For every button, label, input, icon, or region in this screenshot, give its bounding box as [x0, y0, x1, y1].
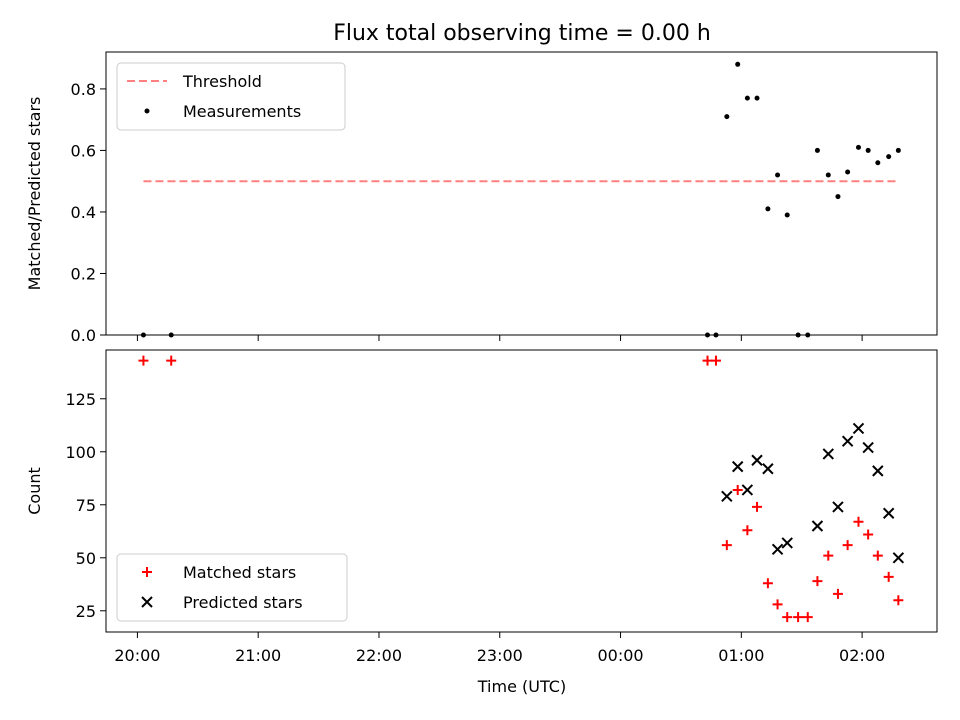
legend-swatch — [142, 567, 152, 577]
chart-title: Flux total observing time = 0.00 h — [333, 21, 711, 46]
y-tick-label: 25 — [76, 602, 96, 621]
legend-swatch — [144, 108, 150, 114]
data-point — [812, 576, 823, 587]
legend: Matched stars Predicted stars — [116, 553, 348, 622]
data-point — [814, 147, 820, 153]
data-point — [835, 194, 841, 200]
data-point — [852, 422, 865, 435]
legend: Threshold Measurements — [116, 62, 346, 131]
y-tick-label: 0.8 — [71, 80, 96, 99]
data-point — [793, 612, 804, 623]
y-axis-label: Matched/Predicted stars — [25, 97, 44, 291]
data-point — [845, 169, 851, 175]
data-point — [732, 484, 743, 495]
legend-box — [116, 553, 348, 622]
data-point — [883, 571, 894, 582]
data-point — [771, 543, 784, 556]
x-tick-label: 02:00 — [839, 646, 885, 665]
y-tick-label: 0.6 — [71, 141, 96, 160]
data-point — [822, 448, 835, 460]
data-point — [751, 454, 763, 466]
data-point — [781, 537, 793, 549]
y-tick-label: 125 — [65, 390, 96, 409]
x-tick-label: 22:00 — [356, 646, 402, 665]
data-point — [895, 147, 901, 153]
data-point — [886, 154, 892, 160]
data-point — [765, 206, 771, 212]
data-point — [702, 355, 713, 366]
data-point — [802, 612, 813, 623]
x-tick-label: 00:00 — [597, 646, 643, 665]
data-point — [882, 507, 895, 519]
data-point — [166, 355, 177, 366]
series-measurements — [140, 61, 901, 338]
data-point — [775, 172, 781, 178]
plot-frame — [105, 349, 938, 633]
data-point — [832, 501, 844, 513]
data-point — [744, 95, 750, 101]
series-predicted-stars — [721, 422, 905, 564]
x-axis-label: Time (UTC) — [477, 677, 566, 696]
data-point — [762, 463, 774, 475]
data-point — [862, 441, 874, 454]
x-tick-label: 21:00 — [235, 646, 281, 665]
data-point — [752, 501, 763, 512]
data-point — [772, 599, 783, 610]
x-tick-label: 01:00 — [718, 646, 764, 665]
data-point — [875, 160, 881, 166]
data-point — [872, 550, 883, 561]
data-point — [762, 578, 773, 589]
data-point — [782, 612, 793, 623]
legend-label: Matched stars — [183, 563, 296, 582]
y-tick-label: 0.0 — [71, 326, 96, 345]
data-point — [872, 465, 884, 477]
data-point — [138, 355, 149, 366]
x-tick-label: 23:00 — [477, 646, 523, 665]
data-point — [731, 460, 744, 473]
legend-label: Predicted stars — [183, 593, 303, 612]
y-tick-label: 50 — [76, 549, 96, 568]
y-axis-label: Count — [25, 467, 44, 515]
data-point — [721, 540, 732, 551]
y-tick-label: 0.4 — [71, 203, 96, 222]
data-point — [721, 490, 733, 503]
data-point — [841, 435, 854, 447]
data-point — [863, 529, 874, 540]
y-tick-label: 75 — [76, 496, 96, 515]
data-point — [724, 114, 730, 120]
data-point — [823, 550, 834, 561]
data-point — [784, 212, 790, 218]
data-point — [825, 172, 831, 178]
legend-label: Measurements — [183, 102, 301, 121]
y-tick-label: 0.2 — [71, 264, 96, 283]
data-point — [855, 144, 861, 150]
data-point — [832, 588, 843, 599]
data-point — [892, 552, 905, 564]
data-point — [741, 484, 754, 496]
data-point — [735, 61, 741, 67]
legend-label: Threshold — [182, 72, 262, 91]
data-point — [811, 520, 824, 532]
y-tick-label: 100 — [65, 443, 96, 462]
data-point — [842, 540, 853, 551]
series-matched-stars — [138, 355, 904, 623]
data-point — [853, 516, 864, 527]
data-point — [893, 595, 904, 606]
count-panel: 25 50 75 100 125 20:00 21:00 22:00 23:00 00:00 01:… — [25, 349, 938, 665]
data-point — [754, 95, 760, 101]
ratio-panel: 0.0 0.2 0.4 0.6 0.8 Matched/Predicted stars Th… — [25, 51, 938, 345]
x-tick-label: 20:00 — [114, 646, 160, 665]
data-point — [710, 355, 721, 366]
plot-frame — [105, 51, 938, 336]
data-point — [742, 525, 753, 536]
legend-box — [116, 62, 346, 131]
legend-swatch — [141, 596, 153, 608]
data-point — [865, 147, 871, 153]
